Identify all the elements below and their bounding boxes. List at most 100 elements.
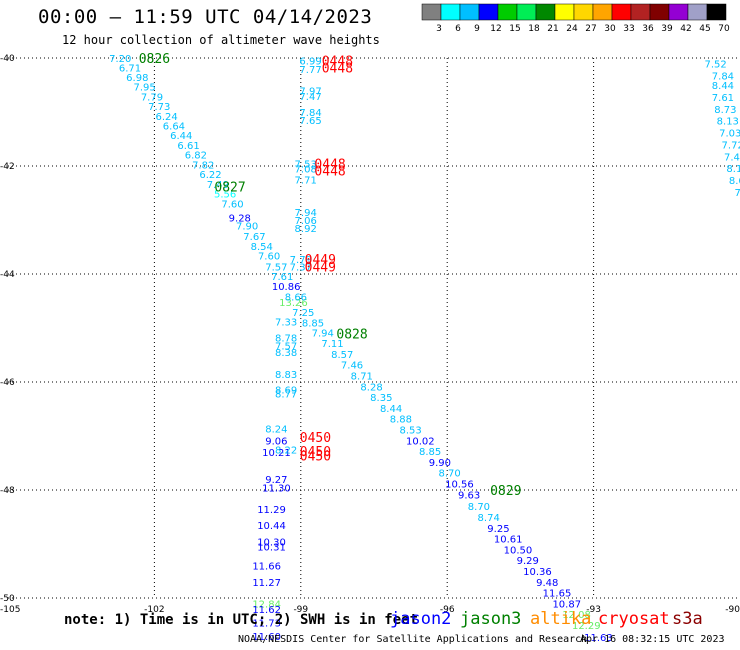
wave-height-point: 7.4 bbox=[734, 188, 740, 199]
colorbar-label: 12 bbox=[490, 24, 501, 34]
wave-height-point: 11.63 bbox=[584, 633, 613, 644]
wave-height-point: 10.87 bbox=[552, 599, 581, 610]
wave-height-point: 9.06 bbox=[265, 436, 287, 447]
wave-height-point: 7.61 bbox=[271, 272, 293, 283]
pass-time-label: 0448 bbox=[314, 164, 345, 179]
wave-height-point: 7.49 bbox=[207, 180, 229, 191]
wave-height-point: 8.54 bbox=[251, 242, 273, 253]
wave-height-point: 7.61 bbox=[712, 93, 734, 104]
colorbar-swatch bbox=[668, 3, 689, 21]
wave-height-point: 11.73 bbox=[252, 618, 281, 629]
pass-time-label: 0450 bbox=[300, 449, 331, 464]
wave-height-point: 7.57 bbox=[275, 341, 297, 352]
colorbar-label: 3 bbox=[436, 24, 442, 34]
wave-height-point: 9.63 bbox=[458, 490, 480, 501]
wave-height-point: 7.79 bbox=[141, 92, 163, 103]
wave-height-point: 8.71 bbox=[351, 372, 373, 383]
wave-height-point: 13.26 bbox=[279, 298, 308, 309]
wave-height-point: 9.27 bbox=[265, 475, 287, 486]
wave-height-point: 8.16 bbox=[726, 164, 740, 175]
wave-height-point: 7.73 bbox=[148, 102, 170, 113]
colorbar-label: 30 bbox=[604, 24, 616, 34]
wave-height-point: 8.70 bbox=[468, 502, 490, 513]
pass-time-label: 0448 bbox=[322, 55, 353, 70]
legend-cryosat: cryosat bbox=[598, 609, 670, 629]
x-tick-label: -102 bbox=[144, 605, 164, 615]
wave-height-point: 6.64 bbox=[163, 122, 185, 133]
colorbar-label: 24 bbox=[566, 24, 578, 34]
y-tick-label: -46 bbox=[0, 378, 15, 388]
wave-height-point: 7.65 bbox=[299, 116, 321, 127]
wave-height-point: 8.85 bbox=[419, 447, 441, 458]
colorbar-label: 39 bbox=[661, 24, 673, 34]
wave-height-point: 11.30 bbox=[262, 483, 291, 494]
wave-height-point: 8.69 bbox=[275, 386, 297, 397]
wave-height-point: 7.79 bbox=[290, 255, 312, 266]
wave-height-point: 9.28 bbox=[229, 213, 251, 224]
wave-height-point: 8.13 bbox=[717, 117, 739, 128]
pass-time-label: 0826 bbox=[139, 52, 170, 67]
wave-height-point: 10.86 bbox=[272, 282, 301, 293]
colorbar-label: 6 bbox=[455, 24, 461, 34]
wave-height-point: 8.28 bbox=[360, 382, 382, 393]
y-tick-label: -44 bbox=[0, 270, 15, 280]
wave-height-point: 8.24 bbox=[265, 424, 287, 435]
wave-height-point: 9.29 bbox=[517, 556, 539, 567]
colorbar-label: 45 bbox=[699, 24, 710, 34]
wave-height-point: 12.29 bbox=[572, 621, 601, 632]
wave-height-point: 8.66 bbox=[285, 293, 307, 304]
wave-height-point: 8.35 bbox=[370, 393, 392, 404]
colorbar-label: 18 bbox=[528, 24, 540, 34]
wave-height-point: 7.37 bbox=[290, 262, 312, 273]
wave-height-point: 11.62 bbox=[252, 605, 281, 616]
wave-height-point: 8.22 bbox=[275, 446, 297, 457]
wave-height-point: 8.85 bbox=[302, 319, 324, 330]
wave-height-point: 6.24 bbox=[155, 112, 177, 123]
wave-height-point: 11.66 bbox=[252, 562, 281, 573]
units-note: note: 1) Time is in UTC; 2) SWH is in fe… bbox=[64, 612, 419, 628]
wave-height-point: 10.31 bbox=[257, 543, 286, 554]
wave-height-point: 7.94 bbox=[295, 208, 317, 219]
colorbar-swatch bbox=[592, 3, 613, 21]
wave-height-point: 8.92 bbox=[295, 224, 317, 235]
wave-height-point: 6.82 bbox=[185, 151, 207, 162]
wave-height-point: 11.29 bbox=[257, 505, 286, 516]
wave-height-point: 6.98 bbox=[126, 73, 148, 84]
wave-height-point: 7.90 bbox=[236, 221, 258, 232]
x-tick-label: -99 bbox=[293, 605, 308, 615]
wave-height-point: 8.73 bbox=[714, 105, 736, 116]
wave-height-point: 7.33 bbox=[275, 318, 297, 329]
colorbar-label: 21 bbox=[547, 24, 558, 34]
wave-height-point: 7.84 bbox=[299, 108, 321, 119]
y-tick-label: -50 bbox=[0, 594, 15, 604]
colorbar-swatch bbox=[459, 3, 480, 21]
pass-time-label: 0449 bbox=[305, 253, 336, 268]
wave-height-point: 7.53 bbox=[295, 159, 317, 170]
wave-height-point: 6.22 bbox=[199, 170, 221, 181]
chart-title: 00:00 – 11:59 UTC 04/14/2023 bbox=[38, 6, 373, 28]
wave-height-point: 11.65 bbox=[543, 589, 572, 600]
colorbar-swatch bbox=[535, 3, 556, 21]
y-tick-label: -48 bbox=[0, 486, 15, 496]
wave-height-point: 10.02 bbox=[406, 436, 435, 447]
wave-height-point: 6.71 bbox=[119, 64, 141, 75]
colorbar-label: 27 bbox=[585, 24, 596, 34]
pass-time-label: 0448 bbox=[322, 62, 353, 77]
wave-height-point: 8.44 bbox=[712, 81, 734, 92]
wave-height-point: 11.27 bbox=[252, 578, 281, 589]
wave-height-point: 7.03 bbox=[719, 129, 740, 140]
wave-height-point: 7.95 bbox=[134, 83, 156, 94]
wave-height-point: 10.44 bbox=[257, 521, 286, 532]
wave-height-point: 10.36 bbox=[523, 567, 552, 578]
wave-height-point: 7.84 bbox=[712, 71, 734, 82]
pass-time-label: 0450 bbox=[300, 445, 331, 460]
wave-height-point: 7.67 bbox=[243, 232, 265, 243]
wave-height-point: 6.61 bbox=[177, 141, 199, 152]
colorbar-label: 70 bbox=[718, 24, 730, 34]
y-tick-label: -42 bbox=[0, 162, 15, 172]
wave-height-point: 7.25 bbox=[292, 308, 314, 319]
wave-height-point: 7.72 bbox=[722, 140, 740, 151]
colorbar-swatch bbox=[497, 3, 518, 21]
colorbar-label: 42 bbox=[680, 24, 691, 34]
wave-height-point: 7.47 bbox=[299, 92, 321, 103]
